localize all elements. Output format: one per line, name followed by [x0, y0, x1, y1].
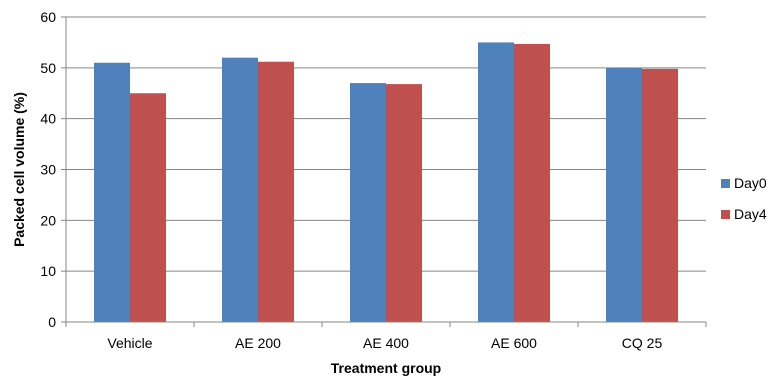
legend-label-day0: Day0: [734, 175, 767, 191]
y-tick-label: 60: [40, 9, 56, 25]
y-tick-label: 50: [40, 60, 56, 76]
x-tick-label: CQ 25: [622, 335, 663, 351]
y-tick-label: 30: [40, 162, 56, 178]
bar-day0-ae-600: [478, 42, 514, 322]
y-tick-labels: 0 10 20 30 40 50 60: [40, 9, 56, 330]
bar-day4-ae-400: [386, 84, 422, 322]
bar-day0-cq-25: [606, 68, 642, 322]
y-tick-label: 10: [40, 263, 56, 279]
bar-day0-vehicle: [94, 63, 130, 322]
legend-label-day4: Day4: [734, 206, 767, 222]
bar-day4-vehicle: [130, 93, 166, 322]
x-tick-labels: Vehicle AE 200 AE 400 AE 600 CQ 25: [107, 335, 662, 351]
bars: [94, 42, 678, 322]
y-tick-label: 0: [48, 314, 56, 330]
x-axis-title: Treatment group: [331, 360, 441, 376]
y-tick-label: 40: [40, 111, 56, 127]
y-axis-title: Packed cell volume (%): [11, 92, 27, 247]
x-tick-label: AE 600: [491, 335, 537, 351]
y-tick-label: 20: [40, 212, 56, 228]
bar-day4-ae-200: [258, 62, 294, 322]
legend-swatch-day0: [721, 179, 730, 188]
x-tick-label: AE 200: [235, 335, 281, 351]
legend-swatch-day4: [721, 210, 730, 219]
legend: Day0 Day4: [721, 175, 767, 222]
bar-day0-ae-400: [350, 83, 386, 322]
bar-day0-ae-200: [222, 58, 258, 322]
x-tick-label: Vehicle: [107, 335, 152, 351]
bar-day4-cq-25: [642, 69, 678, 322]
x-tick-label: AE 400: [363, 335, 409, 351]
bar-day4-ae-600: [514, 44, 550, 322]
